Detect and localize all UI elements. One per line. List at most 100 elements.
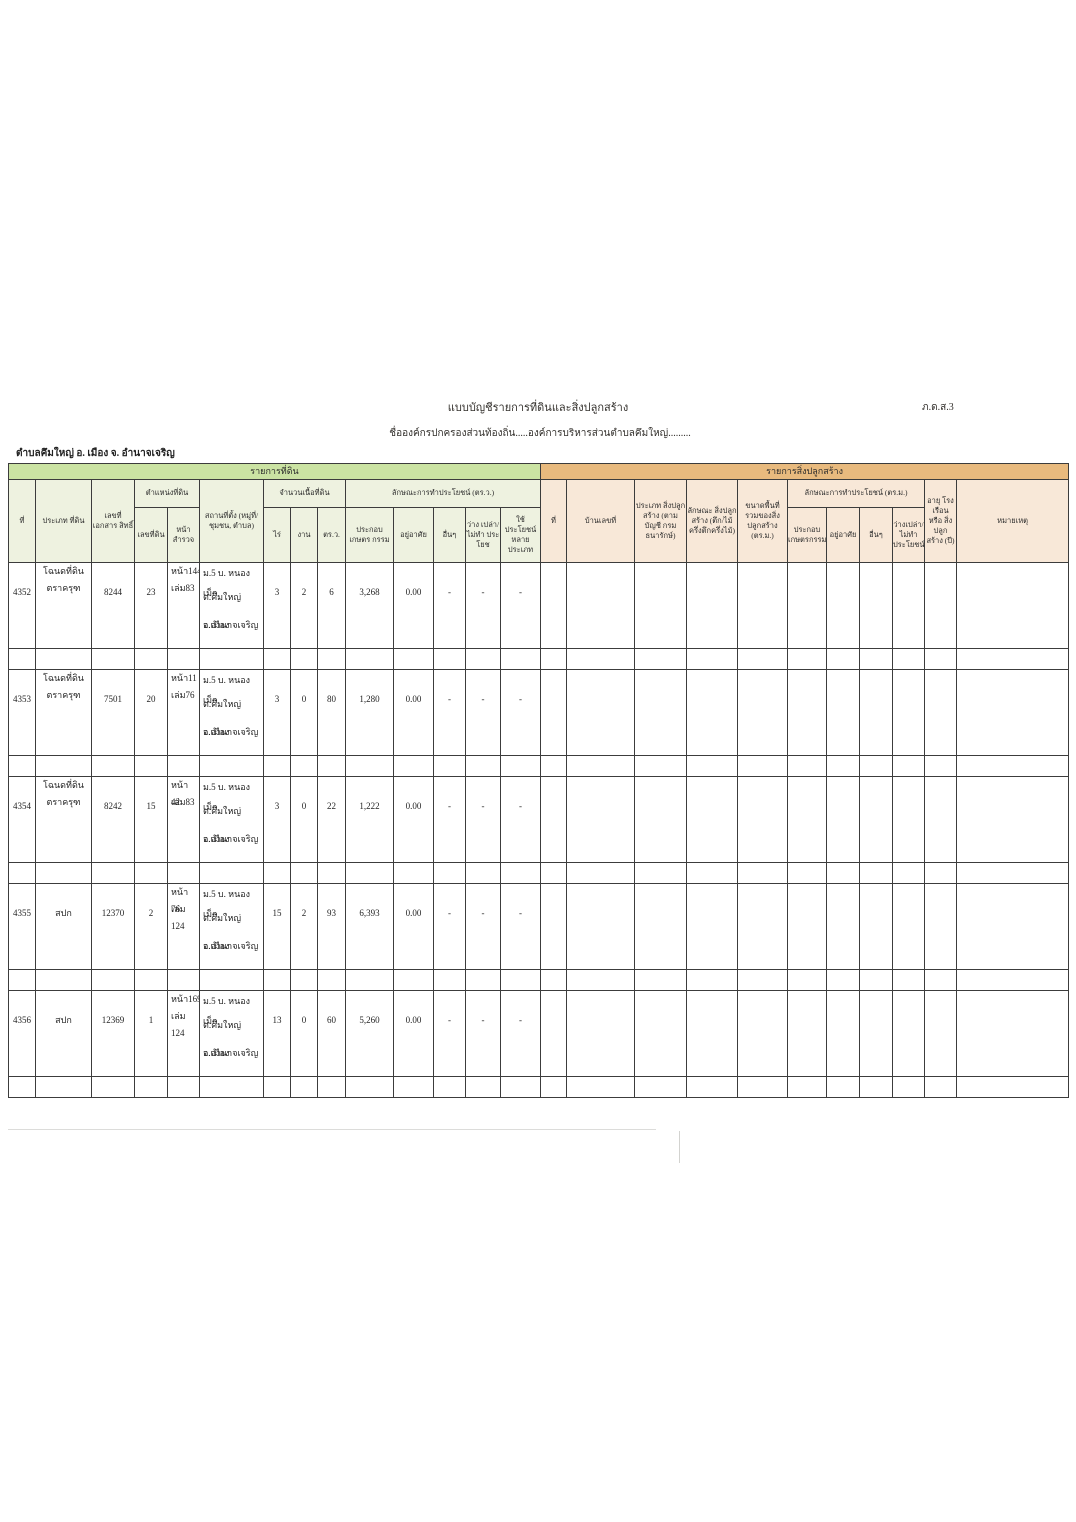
cell-land-no: 2 — [134, 883, 168, 970]
cell-no: 4352 — [8, 562, 36, 649]
cell-empty — [737, 883, 788, 970]
cell-empty — [686, 562, 738, 649]
cell-empty — [826, 883, 860, 970]
header-building-vacant: ว่างเปล่า/ ไม่ทำ ประโยชน์ — [892, 507, 925, 563]
cell-survey-page: หน้า144 เล่ม83 — [167, 562, 200, 649]
group-header-row: ที่ ประเภท ที่ดิน เลขที่ เอกสาร สิทธิ์ ต… — [8, 479, 1070, 563]
header-building-type: ประเภท สิ่งปลูกสร้าง (ตามบัญชี กรมธนารัก… — [634, 479, 687, 563]
cell-sq-wa: 60 — [317, 990, 346, 1077]
header-doc-no: เลขที่ เอกสาร สิทธิ์ — [91, 479, 135, 563]
cell-land-type: โฉนดที่ดิน ตราครุฑ — [35, 562, 92, 649]
header-location: สถานที่ตั้ง (หมู่ที่/ชุมชน, ตำบล) — [199, 479, 264, 563]
header-ngan: งาน — [290, 507, 318, 563]
cell-location: ม.5 บ. หนองเม็ก ต.คึมใหญ่ อ.เมือง จ.อำนาจเ… — [199, 562, 264, 649]
cell-empty — [787, 776, 827, 863]
spacer-row — [8, 648, 1070, 670]
header-remark: หมายเหตุ — [955, 479, 1070, 563]
cell-survey-page: หน้า169 เล่ม 124 — [167, 990, 200, 1077]
cell-no: 4353 — [8, 669, 36, 756]
cell-empty — [634, 990, 687, 1077]
cell-location: ม.5 บ. หนองเม็ก ต.คึมใหญ่ อ.เมือง จ.อำนาจเ… — [199, 776, 264, 863]
cell-land-type: โฉนดที่ดิน ตราครุฑ — [35, 669, 92, 756]
cell-doc-no: 8242 — [91, 776, 135, 863]
cell-empty — [924, 990, 957, 1077]
cell-other: - — [433, 562, 466, 649]
cell-sq-wa: 6 — [317, 562, 346, 649]
cell-empty — [540, 669, 567, 756]
cell-sq-wa: 80 — [317, 669, 346, 756]
cell-sq-wa: 93 — [317, 883, 346, 970]
land-building-table: รายการที่ดิน รายการสิ่งปลูกสร้าง ที่ ประ… — [8, 463, 1070, 1098]
cell-empty — [737, 990, 788, 1077]
cell-empty — [787, 990, 827, 1077]
cell-empty — [540, 990, 567, 1077]
land-section-band: รายการที่ดิน — [8, 463, 541, 480]
cell-other: - — [433, 990, 466, 1077]
cell-empty — [892, 776, 925, 863]
cell-other: - — [433, 669, 466, 756]
cell-survey-page: หน้า11 เล่ม76 — [167, 669, 200, 756]
cell-empty — [540, 776, 567, 863]
header-building-area: ขนาดพื้นที่ รวมของสิ่ง ปลูกสร้าง (ตร.ม.) — [737, 479, 788, 563]
cell-empty — [826, 669, 860, 756]
cell-empty — [924, 669, 957, 756]
cell-rai: 13 — [263, 990, 291, 1077]
table-row: 4353 โฉนดที่ดิน ตราครุฑ 7501 20 หน้า11 เล่… — [8, 669, 1070, 756]
cell-rai: 15 — [263, 883, 291, 970]
header-survey-page: หน้า สำรวจ — [167, 507, 200, 563]
cell-empty — [955, 883, 1070, 970]
cell-empty — [686, 990, 738, 1077]
cell-empty — [955, 776, 1070, 863]
cell-doc-no: 12370 — [91, 883, 135, 970]
spacer-row — [8, 755, 1070, 777]
cell-empty — [859, 562, 893, 649]
cell-empty — [540, 562, 567, 649]
cell-multi-use: - — [500, 776, 541, 863]
header-building-age: อายุ โรงเรือน หรือ สิ่งปลูก สร้าง (ปี) — [924, 479, 957, 563]
cell-empty — [859, 669, 893, 756]
cell-empty — [566, 883, 635, 970]
cell-empty — [566, 669, 635, 756]
header-land-vacant: ว่าง เปล่า/ ไม่ทำ ประโยช — [465, 507, 501, 563]
cell-residential: 0.00 — [393, 776, 434, 863]
scan-shadow-tick — [679, 1131, 680, 1163]
cell-empty — [924, 883, 957, 970]
cell-ngan: 0 — [290, 990, 318, 1077]
cell-survey-page: หน้า 42 เล่ม83 — [167, 776, 200, 863]
cell-location: ม.5 บ. หนองเม็ก ต.คึมใหญ่ อ.เมือง จ.อำนาจเ… — [199, 883, 264, 970]
cell-residential: 0.00 — [393, 990, 434, 1077]
spacer-row — [8, 862, 1070, 884]
form-code: ภ.ด.ส.3 — [922, 402, 954, 413]
building-section-band: รายการสิ่งปลูกสร้าง — [539, 463, 1070, 480]
scan-shadow-line — [8, 1129, 656, 1130]
cell-empty — [566, 776, 635, 863]
cell-empty — [955, 669, 1070, 756]
cell-no: 4356 — [8, 990, 36, 1077]
header-sq-wa: ตร.ว. — [317, 507, 346, 563]
table-row: 4354 โฉนดที่ดิน ตราครุฑ 8242 15 หน้า 42 เล… — [8, 776, 1070, 863]
cell-residential: 0.00 — [393, 669, 434, 756]
header-land-usage-group: ลักษณะการทำประโยชน์ (ตร.ว.) — [345, 479, 541, 508]
cell-empty — [634, 776, 687, 863]
cell-ngan: 0 — [290, 669, 318, 756]
cell-empty — [737, 776, 788, 863]
cell-other: - — [433, 776, 466, 863]
table-row: 4352 โฉนดที่ดิน ตราครุฑ 8244 23 หน้า144 เล… — [8, 562, 1070, 649]
header-land-type: ประเภท ที่ดิน — [35, 479, 92, 563]
cell-empty — [955, 990, 1070, 1077]
cell-multi-use: - — [500, 883, 541, 970]
table-row: 4356 สปก 12369 1 หน้า169 เล่ม 124 ม.5 บ. … — [8, 990, 1070, 1077]
header-land-residential: อยู่อาศัย — [393, 507, 434, 563]
cell-land-no: 23 — [134, 562, 168, 649]
cell-empty — [892, 990, 925, 1077]
cell-no: 4355 — [8, 883, 36, 970]
header-rai: ไร่ — [263, 507, 291, 563]
cell-doc-no: 7501 — [91, 669, 135, 756]
cell-vacant: - — [465, 990, 501, 1077]
cell-empty — [634, 669, 687, 756]
cell-empty — [924, 776, 957, 863]
cell-empty — [826, 776, 860, 863]
cell-empty — [686, 669, 738, 756]
cell-land-type: สปก — [35, 883, 92, 970]
